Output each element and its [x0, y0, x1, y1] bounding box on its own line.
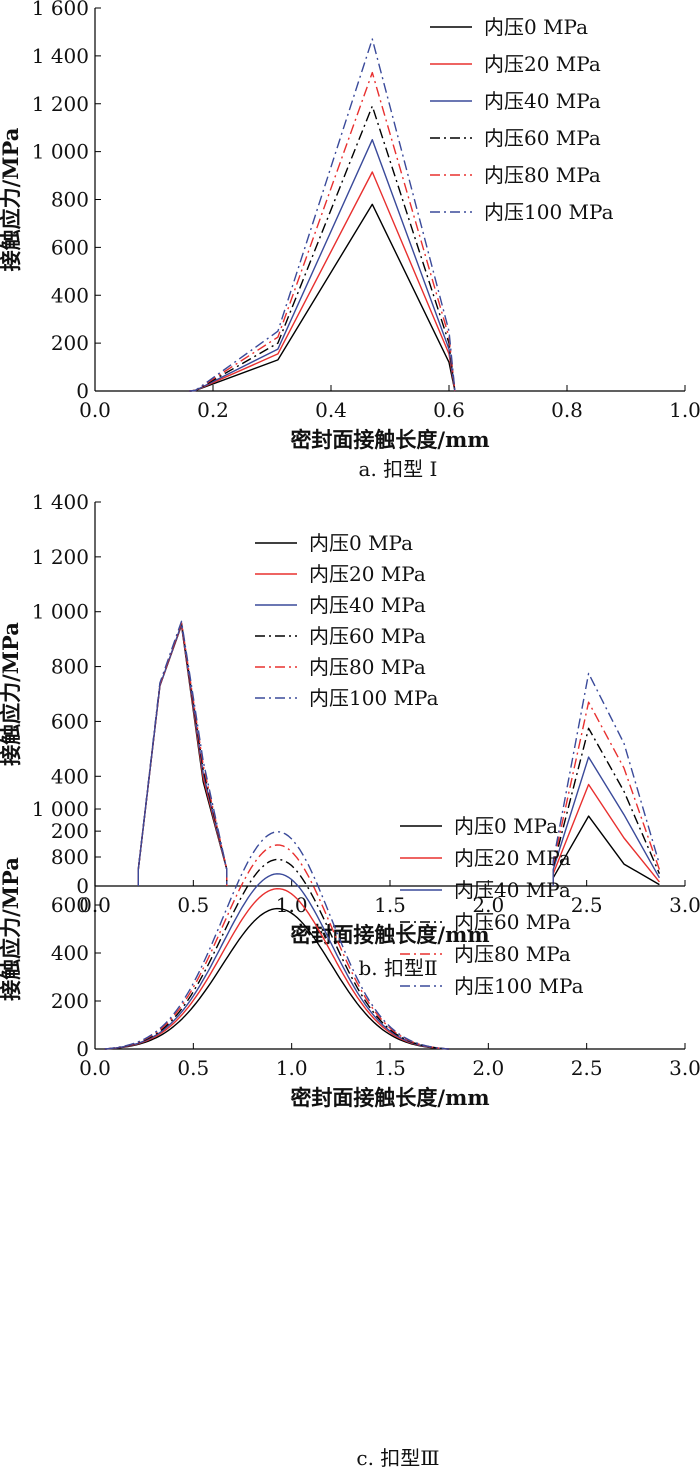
- y-tick-label: 1 000: [32, 140, 89, 164]
- legend-label: 内压0 MPa: [484, 15, 588, 39]
- legend-label: 内压20 MPa: [484, 52, 601, 76]
- y-tick-label: 1 600: [32, 0, 89, 20]
- legend-label: 内压80 MPa: [454, 942, 571, 966]
- x-tick-label: 0.2: [197, 398, 229, 422]
- chart-a: 0 200 400 600 800 1 000 1 200 1 400 1 600 0.0 0.2 0…: [0, 0, 700, 452]
- series-line: [104, 907, 450, 1050]
- legend-label: 内压40 MPa: [454, 878, 571, 902]
- x-tick-label: 0.8: [551, 398, 583, 422]
- series-line: [189, 38, 456, 392]
- y-tick-label: 600: [51, 235, 89, 259]
- legend-label: 内压20 MPa: [309, 562, 426, 586]
- x-axis-title: 密封面接触长度/mm: [290, 427, 489, 452]
- legend-label: 内压100 MPa: [454, 974, 584, 998]
- series-line: [189, 105, 456, 392]
- series-line: [552, 727, 661, 886]
- legend-label: 内压0 MPa: [454, 814, 558, 838]
- series-line: [104, 873, 450, 1050]
- y-tick-label: 1 400: [32, 44, 89, 68]
- x-tick-label: 2.0: [472, 893, 504, 917]
- y-tick-label: 0: [76, 379, 89, 403]
- y-tick-label: 1 400: [32, 490, 89, 514]
- y-tick-label: 800: [51, 188, 89, 212]
- y-axis-title: 接触应力/MPa: [0, 857, 23, 1001]
- x-tick-label: 1.0: [276, 1056, 308, 1080]
- legend-label: 内压20 MPa: [454, 846, 571, 870]
- y-tick-label: 400: [51, 941, 89, 965]
- x-tick-label: 0.4: [315, 398, 347, 422]
- series-line: [104, 888, 450, 1050]
- x-tick-label: 3.0: [669, 893, 700, 917]
- y-tick-label: 1 000: [32, 600, 89, 624]
- caption-a: a. 扣型 I: [359, 457, 438, 481]
- legend-label: 内压80 MPa: [484, 163, 601, 187]
- series-line: [552, 672, 661, 886]
- y-tick-label: 400: [51, 283, 89, 307]
- y-tick-label: 200: [51, 989, 89, 1013]
- series-line: [189, 139, 456, 392]
- y-tick-label: 0: [76, 874, 89, 898]
- legend-label: 内压60 MPa: [309, 624, 426, 648]
- legend-label: 内压100 MPa: [309, 686, 439, 710]
- x-tick-label: 1.0: [669, 398, 700, 422]
- y-tick-label: 600: [51, 893, 89, 917]
- y-axis-title: 接触应力/MPa: [0, 127, 23, 271]
- chart-c: 0 200 400 600 800 1 000 0.0 0.5 1.0 1.5 2.0 2.5 3.0 密…: [0, 797, 700, 1110]
- y-tick-label: 200: [51, 331, 89, 355]
- y-tick-label: 1 000: [32, 797, 89, 821]
- x-tick-label: 1.5: [374, 893, 406, 917]
- legend-label: 内压40 MPa: [484, 89, 601, 113]
- caption-c: c. 扣型Ⅲ: [356, 1446, 439, 1470]
- caption-b: b. 扣型Ⅱ: [358, 956, 437, 980]
- y-tick-label: 800: [51, 845, 89, 869]
- x-axis-title: 密封面接触长度/mm: [290, 1085, 489, 1110]
- y-tick-label: 600: [51, 709, 89, 733]
- series-line: [104, 858, 450, 1050]
- x-tick-label: 0.0: [79, 1056, 111, 1080]
- legend-label: 内压100 MPa: [484, 200, 614, 224]
- x-tick-label: 0.0: [79, 398, 111, 422]
- legend-label: 内压40 MPa: [309, 593, 426, 617]
- y-tick-label: 800: [51, 655, 89, 679]
- legend-label: 内压60 MPa: [484, 126, 601, 150]
- legend-label: 内压60 MPa: [454, 910, 571, 934]
- y-tick-label: 1 200: [32, 92, 89, 116]
- legend-label: 内压0 MPa: [309, 531, 413, 555]
- series-line: [137, 620, 228, 886]
- x-axis-title: 密封面接触长度/mm: [290, 922, 489, 947]
- x-tick-label: 2.0: [472, 1056, 504, 1080]
- y-tick-label: 400: [51, 764, 89, 788]
- x-tick-label: 0.5: [177, 893, 209, 917]
- legend-label: 内压80 MPa: [309, 655, 426, 679]
- x-tick-label: 0.6: [433, 398, 465, 422]
- series-line: [104, 844, 450, 1050]
- x-tick-label: 3.0: [669, 1056, 700, 1080]
- y-tick-label: 0: [76, 1037, 89, 1061]
- series-line: [189, 171, 456, 392]
- x-tick-label: 2.5: [571, 893, 603, 917]
- series-line: [104, 831, 450, 1050]
- x-tick-label: 0.5: [177, 1056, 209, 1080]
- x-tick-label: 2.5: [571, 1056, 603, 1080]
- y-tick-label: 1 200: [32, 545, 89, 569]
- x-tick-label: 1.5: [374, 1056, 406, 1080]
- y-axis-title: 接触应力/MPa: [0, 622, 23, 766]
- series-line: [552, 756, 661, 886]
- series-line: [137, 623, 228, 886]
- y-tick-label: 200: [51, 819, 89, 843]
